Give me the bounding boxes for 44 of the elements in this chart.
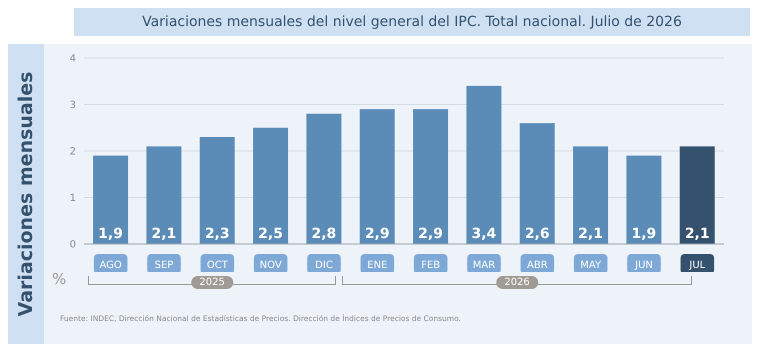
y-tick-label: 1 bbox=[70, 193, 76, 204]
data-label: 2,9 bbox=[364, 226, 390, 242]
bar bbox=[413, 109, 448, 244]
x-tick-label: MAR bbox=[472, 260, 496, 271]
x-tick-label: NOV bbox=[260, 260, 282, 271]
bar bbox=[93, 156, 128, 244]
x-tick-label: ENE bbox=[367, 260, 388, 271]
y-tick-label: 3 bbox=[70, 100, 76, 112]
data-label: 2,1 bbox=[684, 226, 710, 242]
bar bbox=[360, 109, 395, 244]
data-label: 2,9 bbox=[418, 226, 443, 242]
x-tick-label: MAY bbox=[580, 260, 602, 271]
x-tick-label: AGO bbox=[100, 260, 122, 271]
data-label: 1,9 bbox=[631, 226, 656, 242]
chart-title: Variaciones mensuales del nivel general del IPC. Total nacional. Julio de 2026 bbox=[74, 8, 750, 36]
bar bbox=[146, 146, 182, 244]
bar bbox=[680, 146, 715, 244]
bar bbox=[200, 137, 235, 244]
y-tick-label: 2 bbox=[70, 146, 76, 158]
data-label: 2,5 bbox=[258, 226, 283, 242]
data-label: 2,1 bbox=[151, 226, 176, 242]
data-label: 2,3 bbox=[204, 226, 230, 242]
x-tick-label: JUN bbox=[634, 260, 653, 271]
x-tick-label: SEP bbox=[154, 260, 174, 271]
bar bbox=[626, 156, 662, 244]
bar bbox=[253, 128, 288, 244]
data-label: 1,9 bbox=[98, 226, 123, 242]
y-tick-label: 0 bbox=[70, 240, 76, 251]
data-label: 2,1 bbox=[578, 226, 603, 242]
bar bbox=[466, 86, 502, 244]
x-tick-label: OCT bbox=[206, 260, 229, 271]
data-label: 3,4 bbox=[471, 226, 497, 242]
data-label: 2,8 bbox=[311, 226, 336, 242]
y-axis-title: Variaciones mensuales bbox=[15, 72, 37, 316]
x-tick-label: DIC bbox=[315, 260, 333, 271]
data-label: 2,6 bbox=[524, 226, 550, 242]
x-tick-label: ABR bbox=[527, 260, 548, 271]
x-tick-label: JUL bbox=[688, 260, 706, 271]
bar bbox=[306, 114, 342, 244]
text: % bbox=[52, 270, 66, 288]
bar bbox=[573, 146, 608, 244]
bar bbox=[520, 123, 555, 244]
y-tick-label: 4 bbox=[70, 54, 76, 65]
x-tick-label: FEB bbox=[421, 260, 440, 271]
